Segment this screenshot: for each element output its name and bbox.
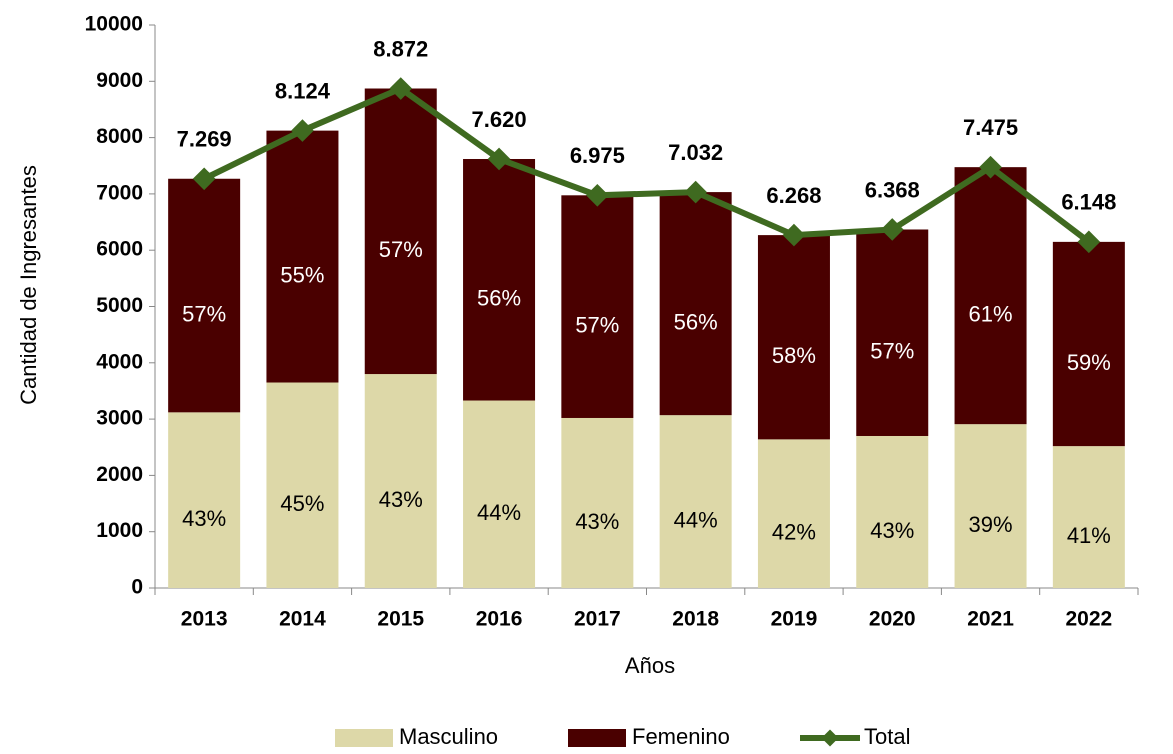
bar-segment xyxy=(168,178,241,413)
y-tick-label: 5000 xyxy=(96,294,143,317)
legend-label: Masculino xyxy=(399,724,498,749)
y-tick-label: 10000 xyxy=(85,13,143,36)
bar-segment xyxy=(266,382,339,588)
legend-swatch xyxy=(568,729,626,747)
total-label: 7.475 xyxy=(963,115,1018,140)
total-label: 7.032 xyxy=(668,140,723,165)
total-label: 8.124 xyxy=(275,78,331,103)
y-tick-label: 6000 xyxy=(96,238,143,261)
share-label: 61% xyxy=(969,301,1013,326)
share-label: 42% xyxy=(772,519,816,544)
y-tick-label: 0 xyxy=(131,576,143,599)
share-label: 43% xyxy=(870,518,914,543)
x-tick-label: 2015 xyxy=(377,608,424,631)
x-tick-label: 2019 xyxy=(771,608,818,631)
share-label: 45% xyxy=(280,491,324,516)
x-tick-label: 2020 xyxy=(869,608,916,631)
bar-segment xyxy=(1052,446,1125,588)
bar-segment xyxy=(659,415,732,588)
share-label: 57% xyxy=(870,339,914,364)
total-label: 7.269 xyxy=(177,127,232,152)
bar-segment xyxy=(856,229,929,436)
y-tick-label: 3000 xyxy=(96,407,143,430)
share-label: 56% xyxy=(477,286,521,311)
total-marker xyxy=(291,119,314,142)
total-label: 6.268 xyxy=(766,183,821,208)
share-label: 55% xyxy=(280,262,324,287)
x-axis-label: Años xyxy=(625,653,675,678)
bar-segment xyxy=(463,400,536,588)
bar-segment xyxy=(463,158,536,401)
bar-segment xyxy=(757,439,830,588)
y-tick-label: 1000 xyxy=(96,519,143,542)
x-tick-label: 2013 xyxy=(181,608,228,631)
bar-segment xyxy=(757,235,830,440)
x-tick-label: 2016 xyxy=(476,608,523,631)
total-label: 6.975 xyxy=(570,143,625,168)
share-label: 43% xyxy=(379,487,423,512)
x-tick-label: 2018 xyxy=(672,608,719,631)
bar-segment xyxy=(364,374,437,588)
share-label: 56% xyxy=(674,309,718,334)
share-label: 44% xyxy=(477,500,521,525)
total-label: 8.872 xyxy=(373,36,428,61)
total-line xyxy=(202,85,1091,245)
total-label: 6.148 xyxy=(1061,190,1116,215)
share-label: 43% xyxy=(575,509,619,534)
y-tick-label: 8000 xyxy=(96,125,143,148)
share-label: 57% xyxy=(182,301,226,326)
bar-segment xyxy=(856,435,929,588)
share-label: 57% xyxy=(379,237,423,262)
bar-segment xyxy=(954,167,1027,425)
legend-label: Femenino xyxy=(632,724,730,749)
legend-marker xyxy=(821,729,839,747)
share-label: 59% xyxy=(1067,350,1111,375)
y-tick-label: 7000 xyxy=(96,181,143,204)
bar-segment xyxy=(659,192,732,416)
bar-segment xyxy=(954,424,1027,588)
y-tick-label: 2000 xyxy=(96,463,143,486)
bar-segment xyxy=(364,88,437,375)
bar-segment xyxy=(561,417,634,588)
y-tick-label: 4000 xyxy=(96,350,143,373)
total-label: 6.368 xyxy=(865,177,920,202)
legend-swatch xyxy=(335,729,393,747)
y-axis-label: Cantidad de Ingresantes xyxy=(16,165,41,405)
y-tick-label: 9000 xyxy=(96,69,143,92)
total-label: 7.620 xyxy=(472,107,527,132)
bar-segment xyxy=(168,412,241,588)
x-tick-label: 2022 xyxy=(1065,608,1112,631)
share-label: 43% xyxy=(182,506,226,531)
x-tick-label: 2017 xyxy=(574,608,621,631)
bar-segment xyxy=(1052,241,1125,447)
x-tick-label: 2014 xyxy=(279,608,326,631)
share-label: 41% xyxy=(1067,523,1111,548)
bar-segment xyxy=(266,130,339,383)
legend-label: Total xyxy=(864,724,910,749)
share-label: 39% xyxy=(969,512,1013,537)
share-label: 58% xyxy=(772,343,816,368)
share-label: 57% xyxy=(575,312,619,337)
x-tick-label: 2021 xyxy=(967,608,1014,631)
total-marker xyxy=(389,77,413,100)
bar-segment xyxy=(561,195,634,418)
share-label: 44% xyxy=(674,507,718,532)
